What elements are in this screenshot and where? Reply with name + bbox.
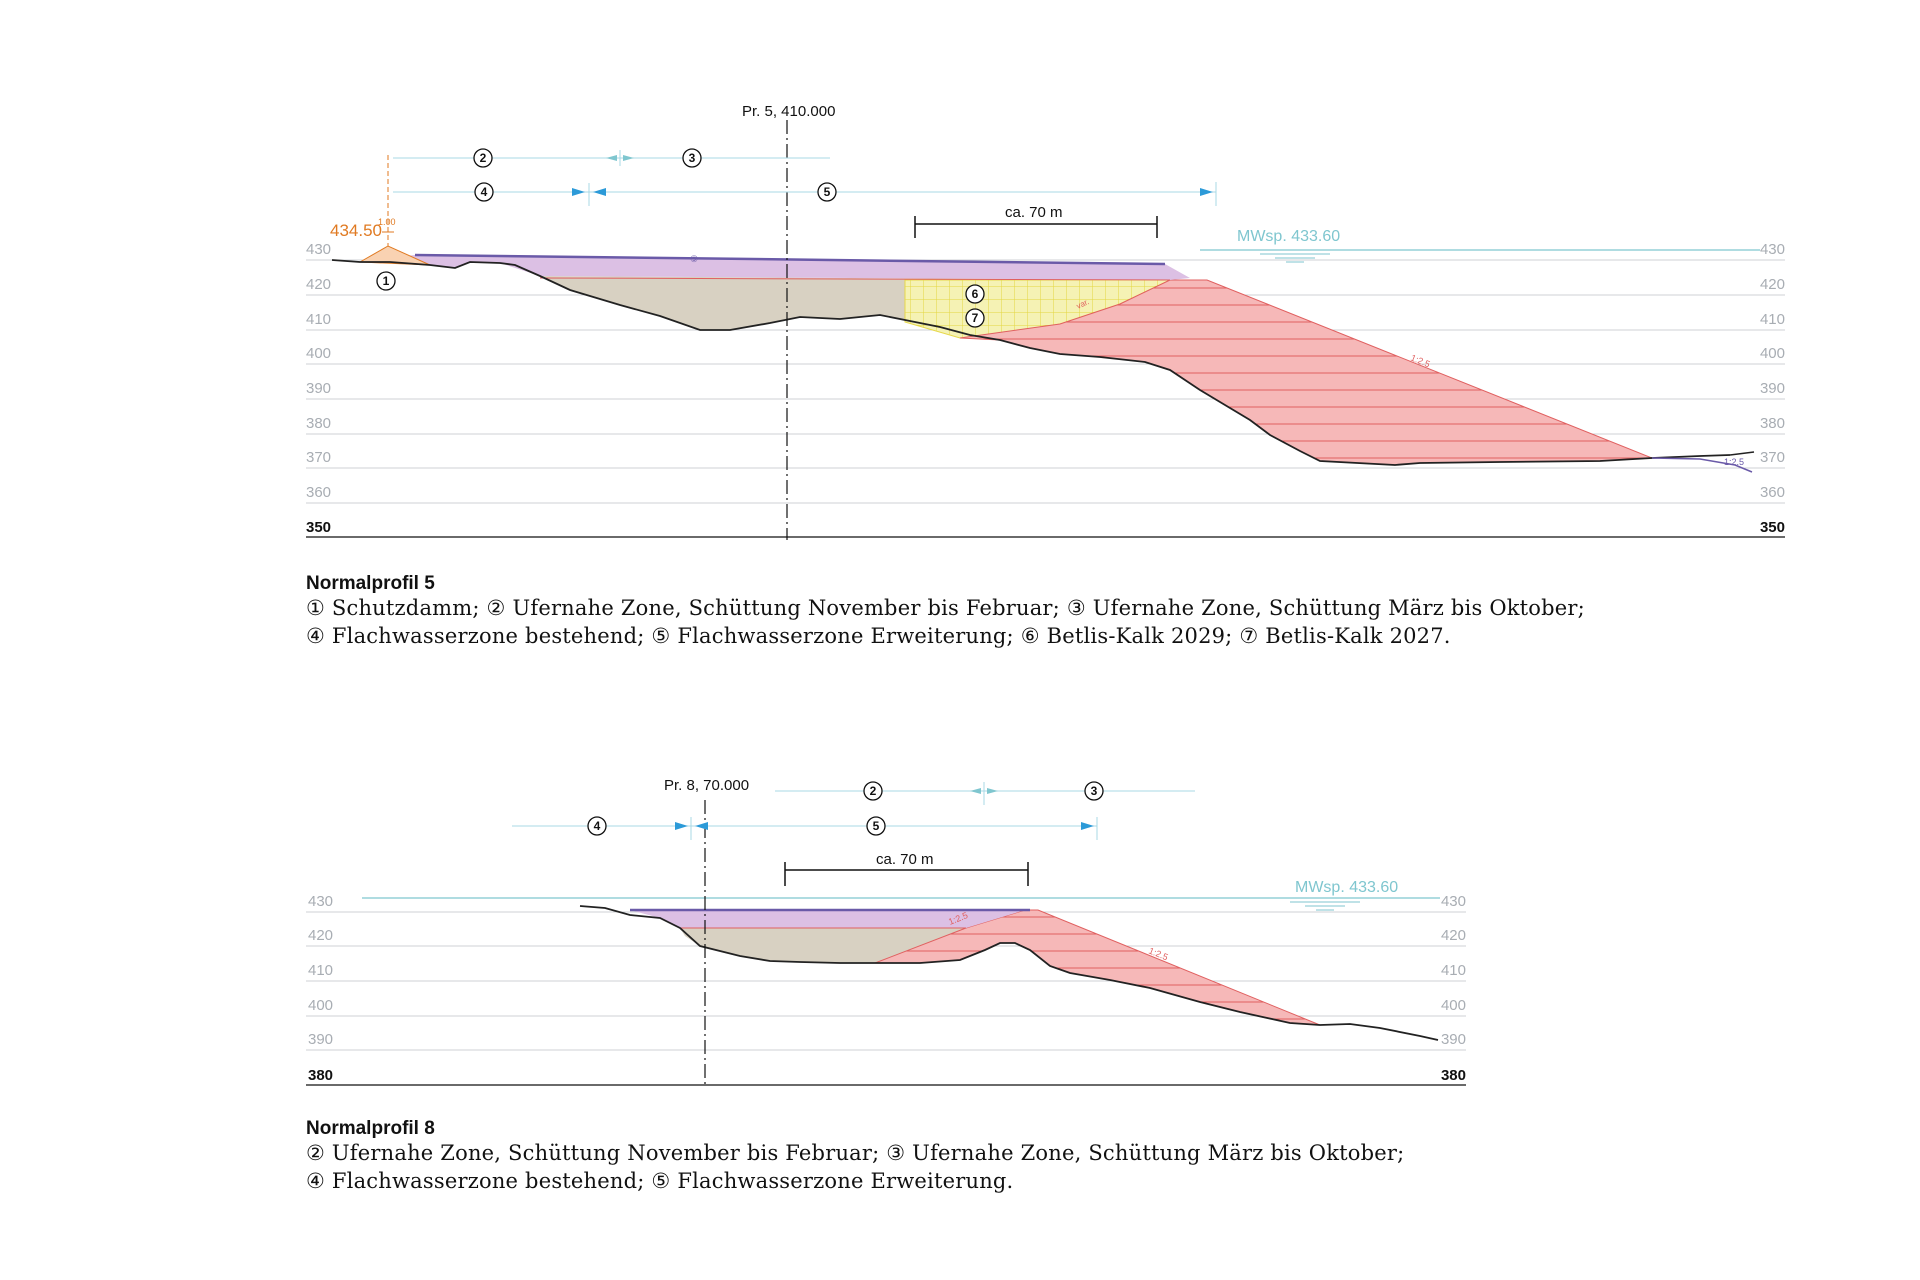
base-label-left: 350 <box>306 519 331 536</box>
zone-marker-5: 5 <box>866 816 886 836</box>
elev-label-left: 410 <box>306 311 331 328</box>
caption-line: ④ Flachwasserzone bestehend; ⑤ Flachwass… <box>306 624 1451 648</box>
zone-marker-2: 2 <box>863 781 883 801</box>
zone-marker-5: 5 <box>817 182 837 202</box>
base-label-right: 380 <box>1441 1067 1466 1084</box>
elev-label-right: 360 <box>1760 484 1785 501</box>
elev-label-left: 360 <box>306 484 331 501</box>
elev-label-right: 410 <box>1441 962 1466 979</box>
elev-label-right: 420 <box>1441 927 1466 944</box>
water-symbol <box>1290 901 1360 911</box>
elev-label-left: 400 <box>306 345 331 362</box>
water-level-label: MWsp. 433.60 <box>1237 228 1340 245</box>
terrain-line <box>579 905 1439 1041</box>
caption-line: ④ Flachwasserzone bestehend; ⑤ Flachwass… <box>306 1169 1014 1193</box>
caption-line: ② Ufernahe Zone, Schüttung November bis … <box>306 1141 1405 1165</box>
profile-8: 430 420 410 400 390 380 430 420 410 400 … <box>306 777 1466 1088</box>
zone-marker-6: 6 <box>965 284 985 304</box>
elev-label-right: 390 <box>1441 1031 1466 1048</box>
svg-text:6: 6 <box>972 287 979 301</box>
zone-flachwasser <box>380 255 1190 280</box>
zone-boundary <box>539 277 1171 281</box>
base-label-right: 350 <box>1760 519 1785 536</box>
elev-label-right: 400 <box>1441 997 1466 1014</box>
dimension-label: ca. 70 m <box>876 851 934 868</box>
svg-text:4: 4 <box>481 185 488 199</box>
caption-line: ① Schutzdamm; ② Ufernahe Zone, Schüttung… <box>306 596 1585 620</box>
zone-bar-4-5 <box>393 182 1217 206</box>
zone-marker-3: 3 <box>682 148 702 168</box>
elev-label-right: 380 <box>1760 415 1785 432</box>
elev-label-right: 430 <box>1760 241 1785 258</box>
svg-text:1: 1 <box>383 274 390 288</box>
elev-label-left: 410 <box>308 962 333 979</box>
elev-label-right: 370 <box>1760 449 1785 466</box>
dimension-70m <box>914 216 1158 238</box>
terrain-line <box>331 259 1731 466</box>
svg-text:5: 5 <box>824 185 831 199</box>
terrain-line-right <box>1729 451 1755 456</box>
zone-bar-2-3 <box>775 782 1195 805</box>
svg-text:4: 4 <box>594 819 601 833</box>
dimension-70m <box>784 862 1029 886</box>
dam-width-label: 1.00 <box>378 217 396 227</box>
svg-text:3: 3 <box>1091 784 1098 798</box>
zone-flachwasser <box>630 910 1025 928</box>
elev-label-right: 410 <box>1760 311 1785 328</box>
dam-elevation-label: 434.50 <box>330 221 382 240</box>
fill-surface-line <box>414 253 1166 266</box>
elev-label-left: 420 <box>306 276 331 293</box>
caption-title-8: Normalprofil 8 <box>306 1118 435 1139</box>
svg-text:2: 2 <box>480 151 487 165</box>
zone-schutzdamm <box>358 245 431 266</box>
station-label: Pr. 5, 410.000 <box>742 103 835 120</box>
station-label: Pr. 8, 70.000 <box>664 777 749 794</box>
zone-marker-2: 2 <box>473 148 493 168</box>
zone-marker-1: 1 <box>376 271 396 291</box>
svg-text:2: 2 <box>870 784 877 798</box>
elev-label-left: 430 <box>308 893 333 910</box>
base-label-left: 380 <box>308 1067 333 1084</box>
dimension-label: ca. 70 m <box>1005 204 1063 221</box>
slope-label-small: 1:2.5 <box>1724 457 1744 467</box>
zone-marker-4: 4 <box>474 182 494 202</box>
elev-label-left: 400 <box>308 997 333 1014</box>
elev-label-right: 400 <box>1760 345 1785 362</box>
fill-marker-label: ⑤ <box>690 254 698 264</box>
elev-label-right: 390 <box>1760 380 1785 397</box>
water-symbol <box>1260 253 1330 263</box>
zone-existing-fill <box>680 928 966 963</box>
svg-text:3: 3 <box>689 151 696 165</box>
elev-label-left: 390 <box>306 380 331 397</box>
elev-label-left: 370 <box>306 449 331 466</box>
purple-slope-right <box>1651 457 1753 473</box>
elev-label-right: 430 <box>1441 893 1466 910</box>
svg-text:5: 5 <box>873 819 880 833</box>
zone-marker-7: 7 <box>965 308 985 328</box>
svg-text:7: 7 <box>972 311 979 325</box>
zone-bar-4-5 <box>512 817 1098 840</box>
caption-title-5: Normalprofil 5 <box>306 573 435 594</box>
profile-5: 430 420 410 400 390 380 370 360 350 430 … <box>306 103 1785 540</box>
elev-label-left: 380 <box>306 415 331 432</box>
elev-label-left: 420 <box>308 927 333 944</box>
water-level-label: MWsp. 433.60 <box>1295 879 1398 896</box>
zone-marker-3: 3 <box>1084 781 1104 801</box>
elev-label-left: 390 <box>308 1031 333 1048</box>
elev-label-right: 420 <box>1760 276 1785 293</box>
zone-bar-2-3 <box>393 150 830 166</box>
zone-marker-4: 4 <box>587 816 607 836</box>
elev-label-left: 430 <box>306 241 331 258</box>
